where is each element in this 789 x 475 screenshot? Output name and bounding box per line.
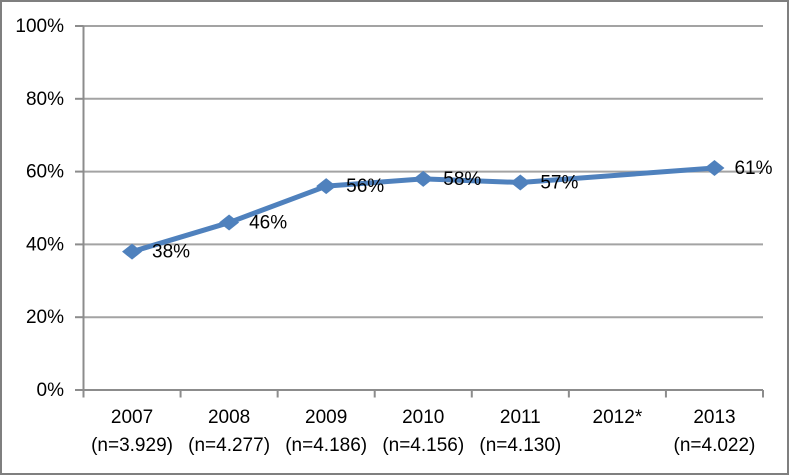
data-point-marker [510,174,531,191]
x-axis-label: 2007 [111,407,153,428]
x-axis-sublabel: (n=4.186) [285,435,367,456]
data-point-marker [219,214,240,231]
y-axis-tick-label: 0% [37,380,65,401]
y-axis-tick-label: 80% [26,89,64,110]
y-axis-tick-label: 60% [26,162,64,183]
y-axis-tick-label: 20% [26,307,64,328]
data-point-label: 58% [443,169,481,190]
y-axis-tick-label: 40% [26,234,64,255]
data-point-label: 56% [346,176,384,197]
x-axis-label: 2012* [593,407,643,428]
x-axis-label: 2011 [500,407,541,428]
data-point-label: 61% [734,158,772,179]
data-point-marker [122,243,143,260]
x-axis-sublabel: (n=3.929) [91,435,173,456]
x-axis-sublabel: (n=4.277) [188,435,270,456]
data-point-marker [704,159,725,176]
x-axis-label: 2008 [208,407,250,428]
x-axis-label: 2013 [693,407,735,428]
data-point-marker [413,170,434,187]
data-point-label: 57% [540,173,578,194]
x-axis-label: 2009 [305,407,347,428]
x-axis-label: 2010 [402,407,444,428]
y-axis-tick-label: 100% [15,16,64,37]
data-point-label: 46% [249,213,287,234]
x-axis-sublabel: (n=4.022) [674,435,756,456]
x-axis-sublabel: (n=4.130) [479,435,561,456]
data-point-marker [316,178,337,195]
data-point-label: 38% [152,242,190,263]
x-axis-sublabel: (n=4.156) [382,435,464,456]
series-line [129,165,717,255]
